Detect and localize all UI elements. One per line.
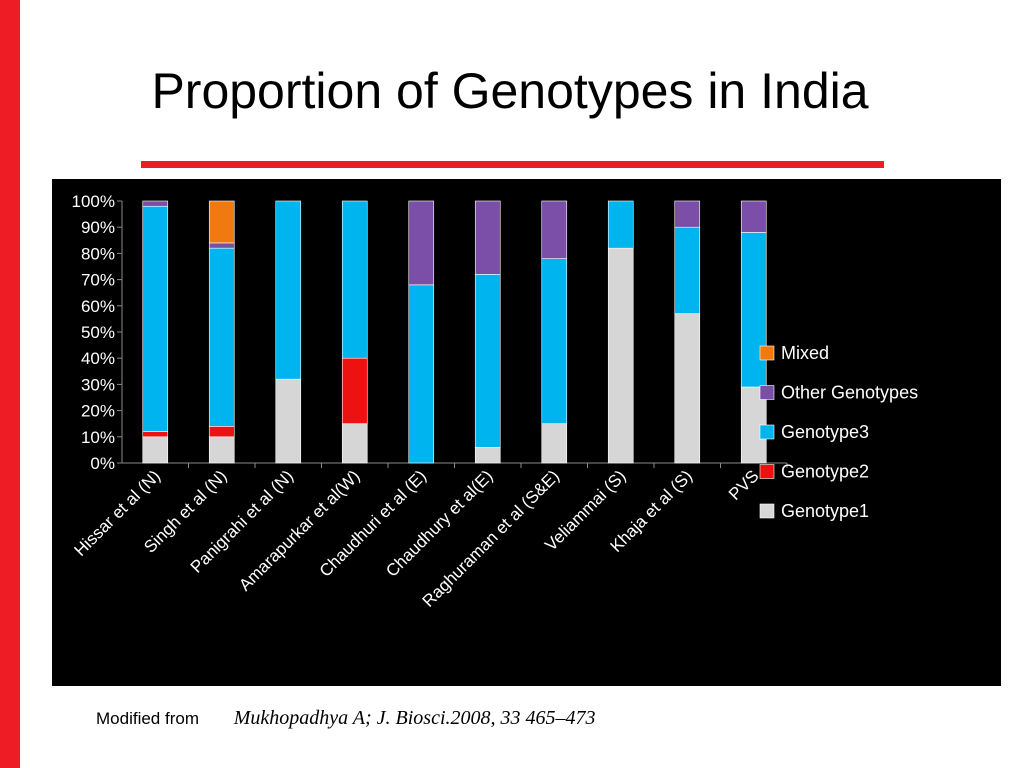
bar-segment-genotype3 (275, 200, 302, 380)
legend-label-genotype1: Genotype1 (781, 501, 869, 521)
bar-segment-genotype3 (208, 247, 235, 427)
bar-segment-genotype3 (674, 226, 701, 314)
y-tick-label: 90% (81, 218, 115, 237)
legend-label-genotype3: Genotype3 (781, 422, 869, 442)
genotype-chart: 0% 10% 20% 30% 40% 50% 60% 70% 80% 90% 100% Hissar … (52, 179, 1001, 686)
y-tick-label: 20% (81, 402, 115, 421)
bar-segment-genotype1 (208, 436, 235, 464)
bar-segment-other-genotypes (142, 200, 169, 207)
y-tick-label: 50% (81, 323, 115, 342)
legend-swatch-mixed (759, 345, 775, 361)
bar-segment-genotype1 (607, 247, 634, 464)
bar-segment-genotype3 (474, 274, 501, 448)
bar-segment-genotype3 (541, 258, 568, 424)
legend-label-other-genotypes: Other Genotypes (781, 383, 918, 403)
chart-svg: 0%10%20%30%40%50%60%70%80%90%100%Hissar … (70, 192, 918, 611)
x-tick-label: Amarapurkar et al(W) (235, 466, 363, 594)
slide-title: Proportion of Genotypes in India (151, 63, 869, 119)
legend-swatch-other-genotypes (759, 385, 775, 400)
bar-segment-mixed (208, 200, 235, 244)
y-tick-label: 0% (90, 454, 115, 473)
bar-segment-genotype3 (341, 200, 368, 359)
bar-segment-genotype1 (541, 423, 568, 464)
bar-segment-other-genotypes (674, 200, 701, 228)
bar-segment-genotype2 (341, 357, 368, 424)
y-tick-label: 40% (81, 349, 115, 368)
bar-segment-genotype2 (142, 431, 169, 438)
legend-label-mixed: Mixed (781, 343, 829, 363)
bar-segment-genotype1 (142, 436, 169, 464)
bar-segment-genotype1 (275, 378, 302, 464)
y-tick-label: 10% (81, 428, 115, 447)
legend-label-genotype2: Genotype2 (781, 462, 869, 482)
legend-swatch-genotype3 (759, 424, 775, 440)
bar-segment-genotype3 (142, 205, 169, 432)
bar-segment-genotype2 (208, 426, 235, 438)
bar-segment-genotype1 (341, 423, 368, 464)
bar-segment-other-genotypes (208, 242, 235, 249)
y-tick-label: 30% (81, 375, 115, 394)
bar-segment-other-genotypes (541, 200, 568, 259)
bar-segment-other-genotypes (408, 200, 435, 286)
bar-segment-genotype3 (740, 232, 767, 388)
legend-swatch-genotype1 (759, 503, 775, 519)
bar-segment-other-genotypes (474, 200, 501, 275)
bar-segment-genotype3 (607, 200, 634, 249)
bar-segment-genotype3 (408, 284, 435, 464)
bar-segment-other-genotypes (740, 200, 767, 233)
source-reference: Mukhopadhya A; J. Biosci.2008, 33 465–47… (233, 707, 596, 729)
y-tick-label: 80% (81, 244, 115, 263)
source-note: Modified from Mukhopadhya A; J. Biosci.2… (96, 707, 596, 730)
x-tick-label: PVS (725, 466, 762, 503)
source-label: Modified from (96, 709, 199, 728)
y-tick-label: 100% (72, 192, 115, 211)
legend-swatch-genotype2 (759, 464, 775, 479)
x-tick-label: Raghuraman et al (S&E) (419, 466, 563, 610)
bar-segment-genotype1 (474, 446, 501, 464)
red-side-bar (0, 0, 20, 768)
y-tick-label: 70% (81, 271, 115, 290)
bar-segment-genotype1 (674, 313, 701, 464)
title-underline (141, 161, 884, 168)
y-tick-label: 60% (81, 297, 115, 316)
